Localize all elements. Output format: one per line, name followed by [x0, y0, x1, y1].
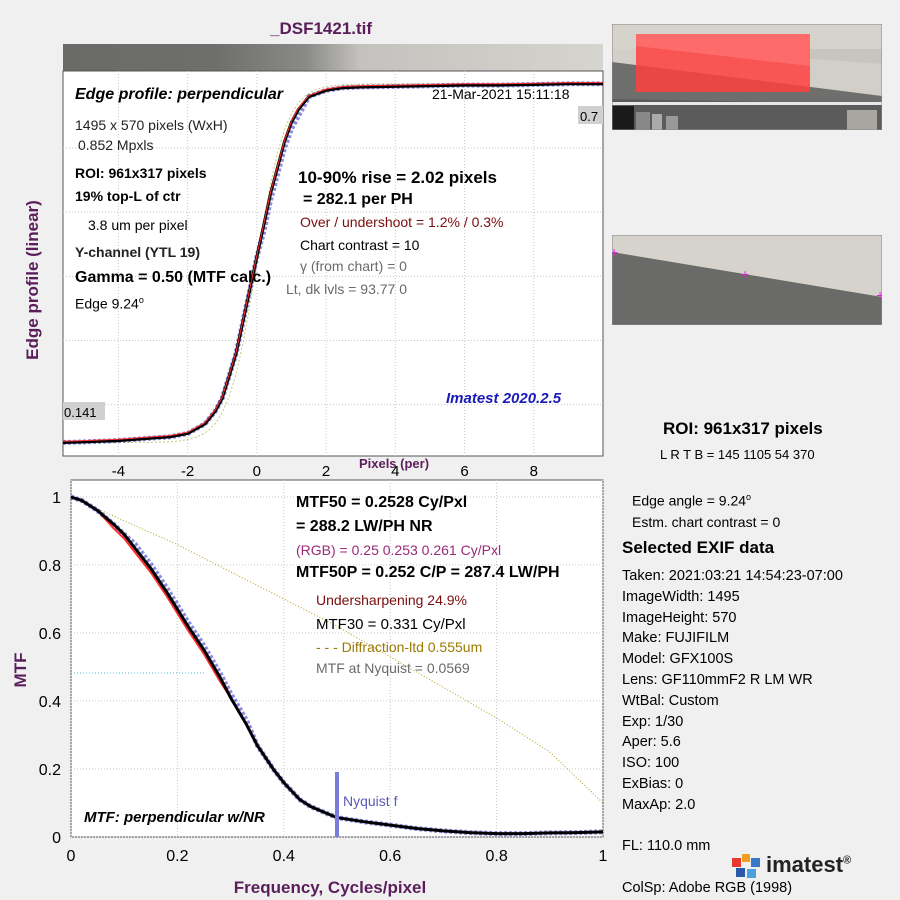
mtf-ytick-label: 0.8	[39, 558, 61, 575]
mtf-ytick-label: 0.4	[39, 694, 61, 711]
edge-xtick-label: 2	[322, 463, 330, 480]
mtf-nyquist-text: MTF at Nyquist = 0.0569	[316, 660, 470, 676]
edge-marker-right: +	[876, 287, 882, 303]
mtf-series-line	[70, 495, 604, 836]
roi-location: 19% top-L of ctr	[75, 188, 181, 204]
roi-thumbnail	[612, 24, 882, 130]
edge-plot-area	[62, 70, 604, 457]
exif-width: ImageWidth: 1495	[622, 588, 740, 605]
mtf50p-text: MTF50P = 0.252 C/P = 287.4 LW/PH	[296, 564, 560, 581]
edge-xtick-label: 4	[391, 463, 399, 480]
edge-angle-text: Edge 9.24o	[75, 295, 144, 312]
version-label: Imatest 2020.2.5	[446, 390, 562, 407]
chart-contrast-text: Chart contrast = 10	[300, 237, 420, 253]
mtf-xtick-label: 1	[599, 848, 608, 865]
overshoot-text: Over / undershoot = 1.2% / 0.3%	[300, 214, 504, 230]
mtf-xtick-label: 0.6	[379, 848, 401, 865]
imatest-logo	[730, 852, 764, 887]
edge-timestamp: 21-Mar-2021 15:11:18	[432, 86, 570, 102]
mpxls: 0.852 Mpxls	[78, 137, 154, 153]
side-edge-angle: Edge angle = 9.24o	[632, 492, 752, 509]
lwph-text: = 288.2 LW/PH NR	[296, 518, 433, 535]
exif-colsp: ColSp: Adobe RGB (1998)	[622, 880, 793, 896]
imatest-logo-text: imatest®	[766, 852, 852, 877]
imatest-logo-icon	[732, 854, 760, 878]
mtf-caption: MTF: perpendicular w/NR	[84, 809, 265, 826]
mtf50-text: MTF50 = 0.2528 Cy/Pxl	[296, 494, 468, 511]
mtf-ytick-label: 0	[52, 830, 61, 847]
mtf-xtick-label: 0	[67, 848, 76, 865]
edge-red-line	[62, 82, 603, 442]
gamma: Gamma = 0.50 (MTF calc.)	[75, 269, 272, 286]
rise-text: 10-90% rise = 2.02 pixels	[298, 168, 497, 187]
mtf-ytick-label: 0.6	[39, 626, 61, 643]
mtf-chart: 0 0.2 0.4 0.6 0.8 1 0 0.2 0.4 0.6 0.8 1 Frequency, …	[11, 479, 608, 897]
edge-xlabel: Pixels (per)	[359, 456, 429, 471]
mtf-ylabel: MTF	[11, 653, 30, 688]
per-ph-text: = 282.1 per PH	[303, 191, 413, 208]
um-per-pixel: 3.8 um per pixel	[88, 217, 188, 233]
edge-roi: ROI: 961x317 pixels	[75, 165, 207, 181]
exif-exbias: ExBias: 0	[622, 775, 684, 792]
exif-height: ImageHeight: 570	[622, 609, 737, 626]
mtf-xtick-label: 0.8	[485, 848, 507, 865]
edge-bottom-value: 0.141	[64, 405, 97, 420]
file-title: _DSF1421.tif	[270, 19, 373, 38]
lt-dk-text: Lt, dk lvls = 93.77 0	[286, 281, 408, 297]
edge-xtick-label: -2	[181, 463, 194, 480]
image-size: 1495 x 570 pixels (WxH)	[75, 117, 228, 133]
side-lrtb: L R T B = 145 1105 54 370	[660, 447, 815, 462]
edge-profile-chart: -4 -2 0 2 4 6 8 0.141 0.7 Pixels (per) Edge pr…	[23, 44, 604, 480]
nyquist-label: Nyquist f	[343, 793, 398, 809]
channel: Y-channel (YTL 19)	[75, 244, 200, 260]
edge-marker-left: +	[612, 244, 618, 260]
edge-panel-title: Edge profile: perpendicular	[75, 86, 284, 103]
mtf-xtick-label: 0.2	[166, 848, 188, 865]
exif-title: Selected EXIF data	[622, 538, 775, 557]
mtf-ytick-label: 0.2	[39, 762, 61, 779]
mtf-xtick-label: 0.4	[273, 848, 295, 865]
rgb-text: (RGB) = 0.25 0.253 0.261 Cy/Pxl	[296, 542, 502, 558]
exif-list: Taken: 2021:03:21 14:54:23-07:00 ImageWi…	[622, 566, 843, 857]
edge-xtick-label: -4	[112, 463, 125, 480]
exif-spacer	[622, 816, 843, 837]
exif-maxap: MaxAp: 2.0	[622, 796, 696, 813]
exif-fl: FL: 110.0 mm	[622, 838, 711, 855]
diffraction-text: - - - Diffraction-ltd 0.555um	[316, 639, 483, 655]
edge-thumbnail: + + +	[612, 235, 882, 325]
mtf30-text: MTF30 = 0.331 Cy/Pxl	[316, 616, 466, 633]
exif-model: Model: GFX100S	[622, 651, 734, 668]
gamma-chart-text: γ (from chart) = 0	[300, 258, 407, 274]
undersharpening-text: Undersharpening 24.9%	[316, 592, 467, 608]
edge-xtick-label: 0	[253, 463, 261, 480]
exif-exp: Exp: 1/30	[622, 713, 684, 730]
exif-iso: ISO: 100	[622, 755, 680, 772]
exif-lens: Lens: GF110mmF2 R LM WR	[622, 671, 813, 688]
mtf-ytick-label: 1	[52, 490, 61, 507]
exif-aper: Aper: 5.6	[622, 734, 681, 751]
edge-xtick-label: 8	[530, 463, 538, 480]
side-roi: ROI: 961x317 pixels	[663, 419, 823, 438]
edge-ylabel: Edge profile (linear)	[23, 200, 42, 360]
exif-taken: Taken: 2021:03:21 14:54:23-07:00	[622, 568, 843, 584]
exif-make: Make: FUJIFILM	[622, 630, 730, 647]
side-estm-contrast: Estm. chart contrast = 0	[632, 514, 781, 530]
edge-gradient-strip	[63, 44, 603, 71]
edge-top-value: 0.7	[580, 109, 598, 124]
edge-xtick-label: 6	[460, 463, 468, 480]
exif-wtbal: WtBal: Custom	[622, 692, 719, 709]
edge-marker-mid: +	[741, 266, 749, 282]
mtf-xlabel: Frequency, Cycles/pixel	[234, 878, 426, 897]
